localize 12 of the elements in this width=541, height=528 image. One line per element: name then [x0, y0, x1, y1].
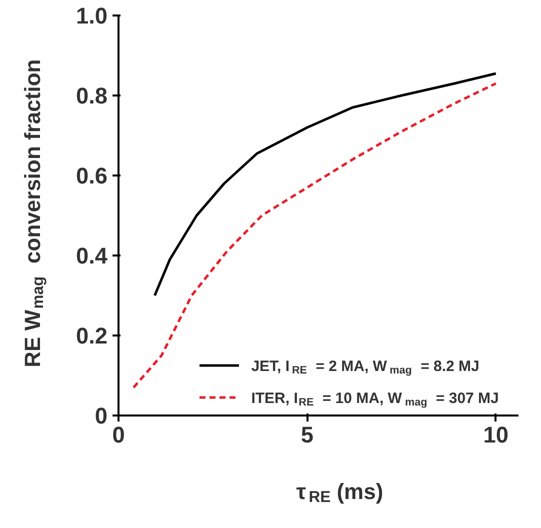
- x-tick-label: 5: [300, 422, 314, 448]
- y-tick-label: 0: [94, 402, 108, 428]
- line-series: [153, 72, 498, 297]
- y-tick-label: 0.6: [76, 162, 108, 188]
- x-tick-label: 0: [112, 422, 125, 448]
- y-tick-label: 0.2: [76, 322, 108, 348]
- line-series: [132, 82, 498, 389]
- x-tick-label: 10: [483, 422, 508, 448]
- y-axis-title: RE Wmag conversion fraction: [20, 59, 48, 368]
- y-tick-label: 1.0: [76, 2, 108, 28]
- y-tick-label: 0.8: [76, 82, 108, 108]
- y-tick-label: 0.4: [76, 242, 108, 268]
